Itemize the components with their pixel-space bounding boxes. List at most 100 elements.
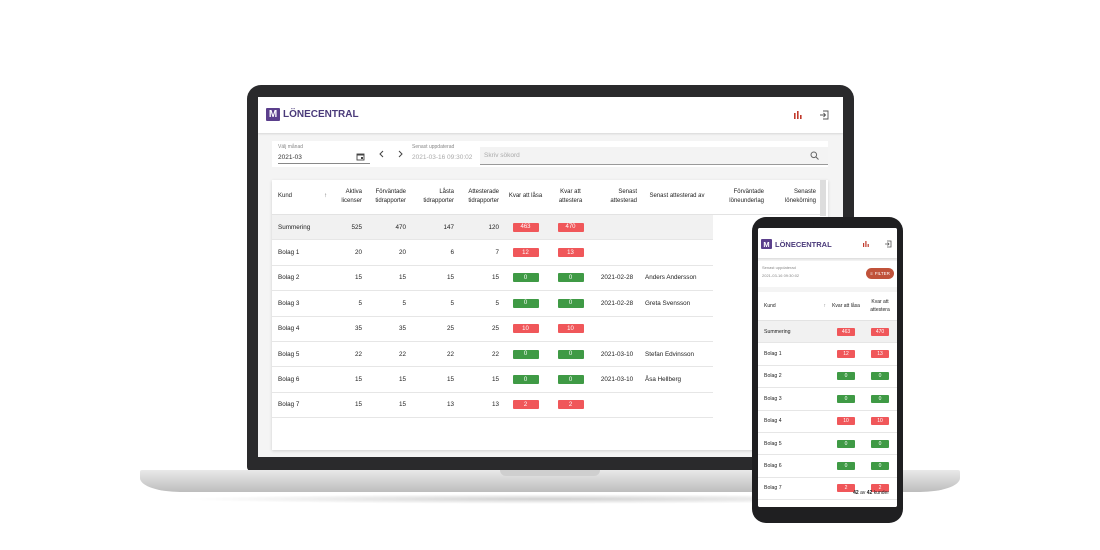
phone-toolbar: Senast uppdaterad 2021-03-16 09:30:02 ≡ F… [758,261,897,287]
table-cell: 15 [366,392,410,419]
laptop-notch [500,470,600,476]
phone-camera [813,220,843,228]
phone-footer: 42 av 42 kunder [853,490,889,496]
column-header: Låsta tidrapporter [410,180,458,215]
table-cell: Anders Andersson [641,265,713,292]
status-badge: 463 [837,327,855,336]
table-cell [593,239,641,266]
table-cell: 15 [410,366,458,393]
column-header: Förväntade tidrapporter [366,180,410,215]
table-cell [641,392,713,419]
table-cell: 35 [366,316,410,342]
table-cell: Greta Svensson [641,290,713,317]
status-badge: 0 [871,372,889,381]
table-cell: 22 [410,341,458,368]
column-header: Kund ↑ [758,292,829,321]
table-cell: Bolag 1 [758,342,829,366]
table-cell: 20 [366,239,410,266]
table-card: Kund ↑ Aktiva licenser Förväntade tidrappor… [272,180,828,450]
status-badge: 0 [871,462,889,471]
table-cell: 15 [330,265,366,292]
sort-arrow: ↑ [324,193,327,200]
table-cell: 13 [410,392,458,419]
status-badge: 10 [837,417,855,426]
table-cell: 0 [829,454,863,478]
table-cell: 0 [548,290,593,317]
status-badge: 0 [871,394,889,403]
table-cell: Bolag 3 [272,290,330,317]
table-cell: 13 [863,342,897,366]
status-badge: 0 [557,375,584,385]
table-row: Bolag 2 0 0 [758,365,897,389]
table-cell: 0 [829,432,863,456]
logout-icon[interactable] [819,110,829,120]
phone-table: Kund ↑ Kvar att låsa Kvar att attestera Sum… [758,292,897,501]
status-badge: 10 [871,417,889,426]
table-cell: Bolag 2 [272,265,330,292]
table-cell: Bolag 7 [272,392,330,419]
table-cell: 470 [863,320,897,344]
table-row: Summering 525 470 147 120 463 470 [272,214,820,241]
table-cell [641,239,713,266]
table-cell [593,392,641,419]
status-badge: 0 [512,349,539,359]
table-body: Summering 525 470 147 120 463 470 Bolag 1 20 20 6 7… [272,214,820,419]
status-badge: 2 [557,400,584,410]
phone-screen: M LÖNECENTRAL Senast uppdaterad 2021-03-… [758,228,897,507]
status-badge: 0 [837,439,855,448]
table-cell: 0 [503,265,548,292]
stats-icon[interactable] [793,110,803,120]
column-header: Senaste lönekörning [768,180,820,215]
phone-updated-label: Senast uppdaterad [762,265,796,270]
column-header: Förväntade löneunderlag [713,180,768,215]
table-cell: 12 [829,342,863,366]
logo: M LÖNECENTRAL [266,108,359,121]
table-cell [641,214,713,241]
filter-icon: ≡ [870,271,873,276]
phone-logout-icon[interactable] [884,240,892,248]
table-cell: 25 [458,316,503,342]
status-badge: 0 [557,273,584,283]
table-cell: 2021-02-28 [593,290,641,317]
table-cell: Bolag 2 [758,365,829,389]
next-button[interactable] [396,150,404,158]
filter-button[interactable]: ≡ FILTER [866,268,894,279]
table-cell: Bolag 6 [758,454,829,478]
search-icon[interactable] [810,151,819,160]
table-cell: Bolag 4 [272,316,330,342]
table-cell: 463 [503,214,548,241]
updated-value: 2021-03-16 09:30:02 [412,154,473,161]
footer-label: kunder [873,490,889,496]
table-cell: 15 [330,366,366,393]
table-cell: 0 [548,341,593,368]
table-cell: 15 [458,265,503,292]
table-row: Bolag 1 12 13 [758,342,897,366]
table-row: Bolag 7 2 2 [758,477,897,501]
table-cell: 0 [503,366,548,393]
table-cell: 25 [410,316,458,342]
prev-button[interactable] [378,150,386,158]
table-cell [593,214,641,241]
table-cell [593,316,641,342]
table-cell: 120 [458,214,503,241]
table-cell: 470 [548,214,593,241]
status-badge: 470 [557,222,584,232]
status-badge: 463 [512,222,539,232]
table-row: Bolag 3 5 5 5 5 0 0 2021-02-28 Greta Svensson [272,290,820,317]
table-cell: 463 [829,320,863,344]
table-cell: 2021-02-28 [593,265,641,292]
table-cell: 0 [863,454,897,478]
month-input[interactable]: 2021-03 [278,154,302,161]
table-cell: 2 [548,392,593,419]
column-header: Aktiva licenser [330,180,366,215]
search-field[interactable]: Skriv sökord [480,147,828,165]
status-badge: 10 [512,324,539,334]
column-header: Senast attesterad av [641,180,713,215]
phone-stats-icon[interactable] [862,240,870,248]
filter-label: FILTER [874,271,890,276]
table-cell: 2 [863,477,897,501]
calendar-icon[interactable] [356,152,365,161]
table-cell: 22 [330,341,366,368]
table-cell: Bolag 7 [758,477,829,501]
